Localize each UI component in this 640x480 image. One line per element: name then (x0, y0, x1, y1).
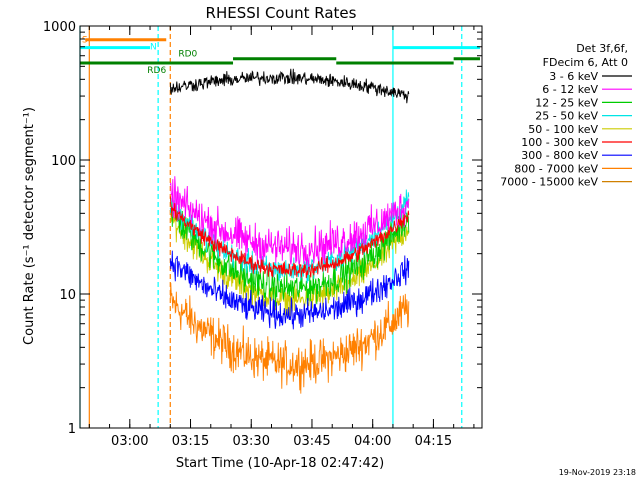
series-trace-7 (169, 282, 410, 394)
series-trace-1 (169, 176, 410, 270)
y-tick-label-1: 10 (59, 288, 76, 303)
legend-label-2: 12 - 25 keV (535, 96, 598, 109)
x-tick-label-0: 03:00 (111, 434, 148, 449)
x-tick-label-4: 04:00 (354, 434, 391, 449)
series-trace-6 (169, 250, 410, 330)
chart-title: RHESSI Count Rates (206, 4, 357, 22)
legend-header-1: FDecim 6, Att 0 (543, 56, 628, 69)
legend-label-0: 3 - 6 keV (549, 70, 598, 83)
y-tick-label-2: 100 (51, 154, 76, 169)
legend-label-7: 800 - 7000 keV (514, 162, 598, 175)
y-tick-label-0: 1 (68, 422, 76, 437)
legend-header-0: Det 3f,6f, (576, 42, 628, 55)
x-axis: 03:00 03:15 03:30 03:45 04:00 04:15 (88, 26, 475, 449)
x-axis-label: Start Time (10-Apr-18 02:47:42) (176, 456, 384, 471)
series-trace-2 (169, 205, 410, 307)
x-tick-label-2: 03:30 (233, 434, 270, 449)
y-tick-label-3: 1000 (43, 20, 76, 35)
x-tick-label-1: 03:15 (172, 434, 209, 449)
x-tick-label-5: 04:15 (415, 434, 452, 449)
flag-label-rd6: RD6 (147, 66, 166, 76)
legend-label-1: 6 - 12 keV (542, 83, 598, 96)
generation-timestamp: 19-Nov-2019 23:18 (559, 468, 636, 477)
flag-label-rd0: RD0 (178, 50, 197, 60)
plot-frame (79, 25, 483, 429)
legend-label-5: 100 - 300 keV (521, 136, 598, 149)
state-flags: S N RD0 RD6 (80, 36, 480, 76)
legend-label-3: 25 - 50 keV (535, 110, 598, 123)
legend-label-8: 7000 - 15000 keV (500, 176, 598, 189)
y-axis-label: Count Rate (s⁻¹ detector segment⁻¹) (22, 107, 37, 345)
series-traces (169, 68, 410, 394)
flag-label-s: S (82, 36, 88, 46)
series-trace-5 (169, 196, 410, 279)
series-trace-0 (169, 68, 410, 104)
legend-label-4: 50 - 100 keV (528, 123, 598, 136)
flag-label-n: N (150, 43, 157, 53)
legend-label-6: 300 - 800 keV (521, 149, 598, 162)
x-tick-label-3: 03:45 (293, 434, 330, 449)
y-axis: 1 10 100 1000 (43, 20, 482, 437)
